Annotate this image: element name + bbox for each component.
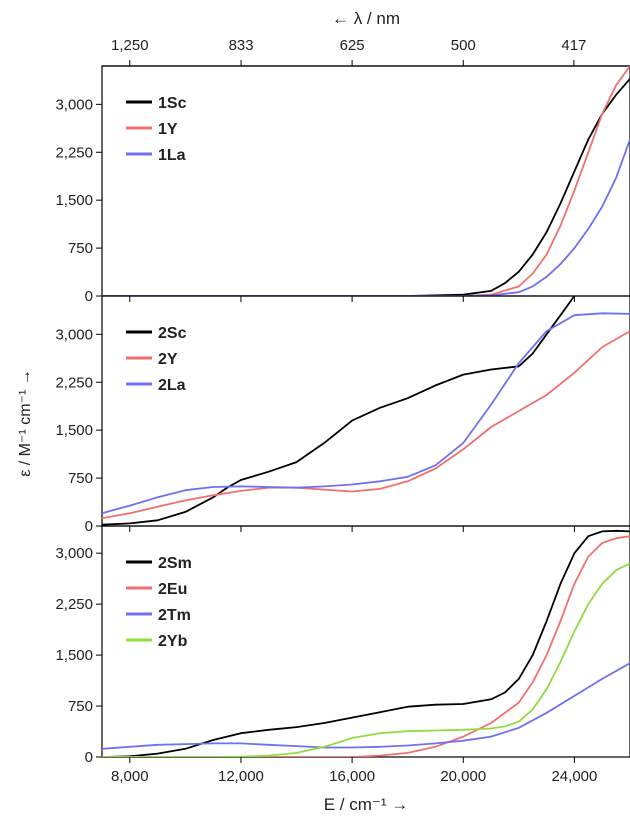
legend-label: 2Sm [158,555,192,572]
y-tick-label: 0 [85,288,93,305]
y-tick-label: 750 [68,698,93,715]
y-tick-label: 1,500 [55,192,93,209]
top-axis: 1,250 833 625 500 417 [102,37,630,67]
top-tick-label: 417 [561,37,586,54]
legend-label: 2Sc [158,325,187,342]
legend-label: 2Y [158,351,178,368]
legend: 1Sc 1Y 1La [126,95,187,164]
y-tick-label: 750 [68,240,93,257]
y-tick-label: 3,000 [55,545,93,562]
series-line-2Tm [102,662,630,750]
legend-label: 2La [158,377,186,394]
y-tick-label: 3,000 [55,96,93,113]
y-axis-title: ε / M⁻¹ cm⁻¹ → [17,369,34,477]
x-axis-title: E / cm⁻¹ → [324,795,409,814]
legend-label: 2Eu [158,581,187,598]
legend-label: 1Y [158,121,178,138]
series-line-2Eu [102,535,630,757]
top-tick-label: 1,250 [111,37,149,54]
x-tick-label: 16,000 [329,768,375,785]
legend-label: 1La [158,147,186,164]
x-tick-label: 8,000 [111,768,149,785]
panel-2: 0 750 1,500 2,250 3,000 2Sc 2Y 2La [55,295,630,535]
x-tick-label: 24,000 [551,768,597,785]
panel-1: 0 750 1,500 2,250 3,000 1Sc 1Y 1La [55,65,630,305]
y-tick-label: 2,250 [55,374,93,391]
y-tick-label: 1,500 [55,422,93,439]
panels: 0 750 1,500 2,250 3,000 1Sc 1Y 1La 0 750 1,500 2,25… [55,65,630,785]
series-group [102,296,630,526]
x-tick-label: 20,000 [440,768,486,785]
y-tick-label: 3,000 [55,326,93,343]
series-line-2Yb [102,562,630,757]
series-line-2Sm [102,529,630,757]
y-tick-label: 2,250 [55,144,93,161]
top-tick-label: 625 [340,37,365,54]
y-tick-label: 1,500 [55,647,93,664]
top-axis-title: ← λ / nm [332,9,400,28]
y-tick-label: 0 [85,518,93,535]
legend: 2Sm 2Eu 2Tm 2Yb [126,555,192,650]
legend-label: 2Yb [158,633,188,650]
series-line-2Sc [102,296,576,526]
legend: 2Sc 2Y 2La [126,325,187,394]
y-tick-label: 2,250 [55,596,93,613]
series-line-2Y [102,330,630,520]
panel-3: 0 750 1,500 2,250 3,000 8,000 12,000 16,000 20,0… [55,525,630,785]
top-tick-label: 500 [451,37,476,54]
series-line-2La [102,312,630,515]
legend-label: 2Tm [158,607,191,624]
top-tick-label: 833 [229,37,254,54]
y-tick-label: 0 [85,749,93,766]
series-group [102,529,630,757]
y-tick-label: 750 [68,470,93,487]
legend-label: 1Sc [158,95,187,112]
x-tick-label: 12,000 [218,768,264,785]
